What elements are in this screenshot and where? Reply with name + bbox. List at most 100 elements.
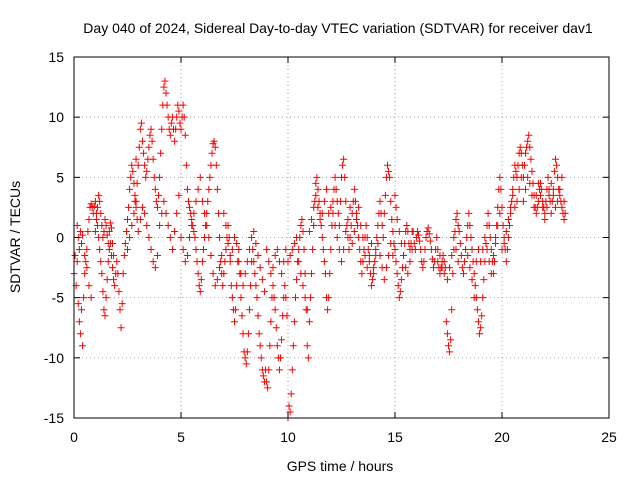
data-point (379, 234, 387, 241)
data-point (237, 294, 245, 302)
data-point (392, 258, 400, 266)
data-point (309, 246, 317, 254)
data-point (226, 252, 234, 260)
data-point (180, 113, 188, 121)
data-point (449, 270, 457, 278)
data-point (447, 336, 455, 344)
data-point (471, 282, 479, 290)
data-point (455, 227, 463, 235)
data-point (467, 234, 475, 241)
data-point (251, 270, 259, 278)
data-point (190, 209, 198, 217)
data-point (265, 258, 273, 266)
data-point (543, 203, 551, 211)
data-point (442, 318, 450, 326)
data-point (235, 258, 243, 266)
data-point (324, 306, 332, 314)
data-point (177, 234, 185, 241)
data-point (80, 294, 88, 302)
data-point (344, 215, 352, 223)
data-point (254, 312, 262, 320)
data-point (85, 282, 93, 290)
data-point (293, 234, 301, 241)
data-point (332, 185, 340, 193)
data-point (266, 342, 274, 350)
data-point (532, 209, 540, 217)
data-point (239, 282, 247, 290)
data-point (254, 252, 262, 260)
x-tick-label: 15 (387, 429, 403, 445)
data-point (305, 227, 313, 235)
data-point (228, 294, 236, 302)
data-point (317, 221, 325, 229)
data-point (487, 270, 495, 278)
data-point (340, 246, 348, 254)
data-point (207, 252, 215, 260)
data-point (243, 348, 251, 356)
data-point (213, 185, 221, 193)
data-point (162, 209, 170, 217)
data-point (489, 252, 497, 260)
data-point (103, 276, 111, 284)
data-point (113, 258, 121, 266)
data-point (131, 191, 139, 199)
data-point (544, 173, 552, 181)
data-point (252, 282, 260, 290)
data-point (553, 161, 561, 169)
data-point (75, 318, 83, 326)
data-point (527, 155, 535, 163)
data-point (329, 209, 337, 217)
data-point (347, 221, 355, 229)
data-point (82, 258, 90, 266)
data-point (298, 215, 306, 223)
data-point (197, 276, 205, 284)
data-point (235, 246, 243, 254)
data-point (299, 282, 307, 290)
data-point (530, 203, 538, 211)
data-point (450, 234, 458, 241)
data-point (369, 276, 377, 284)
data-point (186, 234, 194, 241)
data-point (231, 318, 238, 326)
data-point (314, 185, 322, 193)
data-point (348, 240, 356, 248)
data-point (176, 119, 184, 127)
data-point (120, 252, 128, 260)
data-point (462, 246, 470, 254)
data-point (515, 185, 523, 193)
data-point (138, 203, 146, 211)
data-point (84, 227, 92, 235)
data-point (470, 270, 478, 278)
data-point (211, 143, 219, 151)
data-point (102, 221, 110, 229)
data-point (190, 227, 198, 235)
data-point (175, 107, 183, 115)
data-point (359, 234, 367, 241)
data-point (433, 234, 441, 241)
data-point (257, 354, 265, 362)
data-point (196, 173, 204, 181)
data-point (552, 203, 559, 211)
data-point (454, 258, 462, 266)
data-point (250, 227, 258, 235)
data-point (111, 282, 119, 290)
data-point (524, 173, 532, 181)
data-point (164, 221, 172, 229)
data-point (156, 173, 164, 181)
data-point (290, 318, 298, 326)
data-point (256, 264, 264, 272)
data-point (79, 231, 87, 239)
data-point (209, 270, 217, 278)
y-axis-label: SDTVAR / TECUs (7, 181, 23, 293)
data-point (134, 227, 142, 235)
data-point (502, 227, 510, 235)
data-point (456, 240, 464, 248)
data-point (155, 191, 163, 199)
data-point (137, 119, 145, 127)
data-point (208, 149, 216, 157)
data-point (419, 264, 427, 272)
data-point (146, 131, 154, 139)
data-point (480, 276, 488, 284)
data-point (496, 209, 504, 217)
